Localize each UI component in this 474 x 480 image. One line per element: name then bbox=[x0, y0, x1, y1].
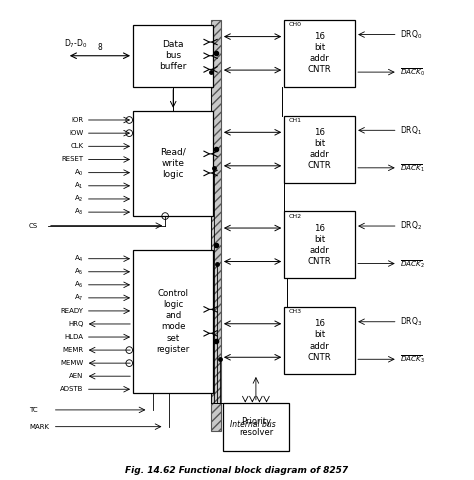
Text: 16
bit
addr
CNTR: 16 bit addr CNTR bbox=[308, 224, 332, 266]
Text: A$_7$: A$_7$ bbox=[74, 293, 83, 303]
Bar bbox=[133, 250, 213, 393]
Text: A$_3$: A$_3$ bbox=[74, 207, 83, 217]
Text: A$_5$: A$_5$ bbox=[74, 267, 83, 277]
Text: CH1: CH1 bbox=[289, 118, 302, 123]
Text: MEMR: MEMR bbox=[62, 347, 83, 353]
Bar bbox=[223, 403, 289, 451]
Text: MEMW: MEMW bbox=[60, 360, 83, 366]
Text: MARK: MARK bbox=[29, 424, 49, 430]
Text: $\overline{DACK}_1$: $\overline{DACK}_1$ bbox=[400, 162, 425, 174]
Text: D$_7$-D$_0$: D$_7$-D$_0$ bbox=[64, 37, 88, 49]
Text: CH3: CH3 bbox=[289, 310, 302, 314]
Text: Control
logic
and
mode
set
register: Control logic and mode set register bbox=[156, 289, 190, 354]
Text: Data
bus
buffer: Data bus buffer bbox=[160, 40, 187, 72]
Text: TC: TC bbox=[29, 407, 37, 413]
Text: CLK: CLK bbox=[70, 144, 83, 149]
Text: HLDA: HLDA bbox=[64, 334, 83, 340]
Text: 16
bit
addr
CNTR: 16 bit addr CNTR bbox=[308, 32, 332, 74]
Text: $\overline{DACK}_3$: $\overline{DACK}_3$ bbox=[400, 353, 425, 365]
Bar bbox=[284, 116, 355, 182]
Text: Internal bus: Internal bus bbox=[230, 420, 276, 429]
Text: 8: 8 bbox=[98, 43, 102, 52]
Text: CH0: CH0 bbox=[289, 22, 302, 27]
Text: HRQ: HRQ bbox=[68, 321, 83, 327]
Text: DRQ$_3$: DRQ$_3$ bbox=[400, 315, 422, 328]
Text: A$_1$: A$_1$ bbox=[74, 180, 83, 191]
Text: 16
bit
addr
CNTR: 16 bit addr CNTR bbox=[308, 128, 332, 170]
Text: READY: READY bbox=[60, 308, 83, 314]
Text: DRQ$_2$: DRQ$_2$ bbox=[400, 220, 422, 232]
Bar bbox=[133, 111, 213, 216]
Text: 16
bit
addr
CNTR: 16 bit addr CNTR bbox=[308, 319, 332, 361]
Text: Read/
write
logic: Read/ write logic bbox=[160, 148, 186, 179]
Bar bbox=[284, 20, 355, 87]
Text: $\overline{DACK}_0$: $\overline{DACK}_0$ bbox=[400, 66, 425, 78]
Text: IOW: IOW bbox=[69, 130, 83, 136]
Text: ADSTB: ADSTB bbox=[60, 386, 83, 392]
Text: A$_0$: A$_0$ bbox=[73, 168, 83, 178]
Bar bbox=[210, 20, 221, 432]
Text: Fig. 14.62 Functional block diagram of 8257: Fig. 14.62 Functional block diagram of 8… bbox=[126, 466, 348, 475]
Text: $\overline{DACK}_2$: $\overline{DACK}_2$ bbox=[400, 258, 425, 270]
Bar bbox=[284, 307, 355, 374]
Text: DRQ$_0$: DRQ$_0$ bbox=[400, 28, 422, 41]
Text: A$_6$: A$_6$ bbox=[73, 280, 83, 290]
Text: A$_4$: A$_4$ bbox=[73, 253, 83, 264]
Text: RESET: RESET bbox=[61, 156, 83, 162]
Text: AEN: AEN bbox=[69, 373, 83, 379]
Text: DRQ$_1$: DRQ$_1$ bbox=[400, 124, 422, 136]
Text: Priority
resolver: Priority resolver bbox=[239, 417, 273, 437]
Text: CH2: CH2 bbox=[289, 214, 302, 219]
Bar bbox=[210, 20, 221, 432]
Bar bbox=[133, 24, 213, 87]
Text: A$_2$: A$_2$ bbox=[74, 194, 83, 204]
Text: IOR: IOR bbox=[71, 117, 83, 123]
Text: CS: CS bbox=[29, 223, 38, 228]
Bar bbox=[284, 211, 355, 278]
